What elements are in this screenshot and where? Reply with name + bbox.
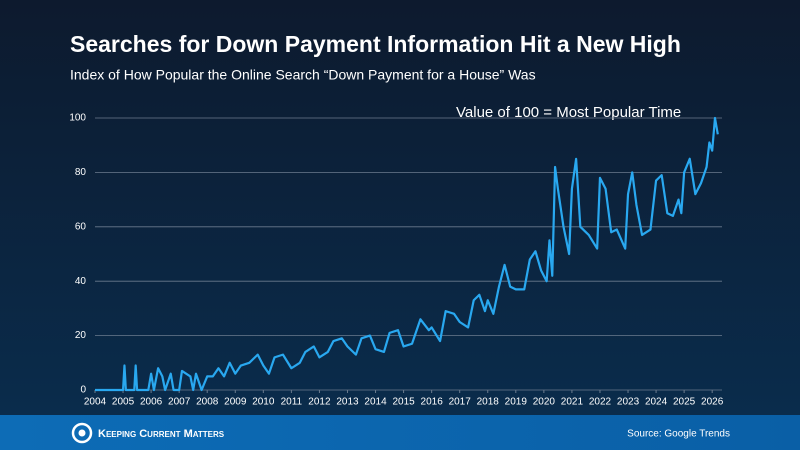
- x-tick-label: 2012: [308, 397, 331, 408]
- x-tick-label: 2021: [561, 397, 584, 408]
- y-tick-label: 80: [75, 167, 87, 178]
- x-tick-label: 2015: [392, 397, 415, 408]
- x-tick-label: 2017: [449, 397, 472, 408]
- x-tick-label: 2010: [252, 397, 275, 408]
- brand: Keeping Current Matters: [98, 428, 225, 440]
- logo-icon: [71, 422, 93, 444]
- x-tick-label: 2020: [533, 397, 556, 408]
- x-tick-label: 2008: [196, 397, 219, 408]
- y-tick-label: 40: [75, 276, 87, 287]
- source: Source: Google Trends: [627, 429, 730, 440]
- x-tick-label: 2014: [364, 397, 387, 408]
- annotation: Value of 100 = Most Popular Time: [456, 104, 681, 121]
- footer-bar: [0, 415, 800, 450]
- y-tick-label: 0: [80, 385, 86, 396]
- x-tick-label: 2009: [224, 397, 247, 408]
- chart-title: Searches for Down Payment Information Hi…: [70, 31, 681, 57]
- y-tick-label: 100: [69, 113, 86, 124]
- x-tick-label: 2005: [112, 397, 135, 408]
- y-tick-label: 20: [75, 330, 87, 341]
- y-tick-label: 60: [75, 221, 87, 232]
- x-tick-label: 2022: [589, 397, 612, 408]
- x-tick-label: 2019: [505, 397, 528, 408]
- x-tick-label: 2025: [673, 397, 696, 408]
- x-tick-label: 2018: [477, 397, 500, 408]
- chart-subtitle: Index of How Popular the Online Search “…: [70, 67, 536, 83]
- x-tick-label: 2026: [701, 397, 724, 408]
- x-tick-label: 2011: [281, 397, 303, 408]
- x-tick-label: 2013: [336, 397, 359, 408]
- x-tick-label: 2024: [645, 397, 668, 408]
- x-tick-label: 2007: [168, 397, 191, 408]
- x-tick-label: 2006: [140, 397, 163, 408]
- x-tick-label: 2016: [421, 397, 444, 408]
- x-tick-label: 2023: [617, 397, 640, 408]
- x-tick-label: 2004: [84, 397, 107, 408]
- line: [95, 116, 719, 392]
